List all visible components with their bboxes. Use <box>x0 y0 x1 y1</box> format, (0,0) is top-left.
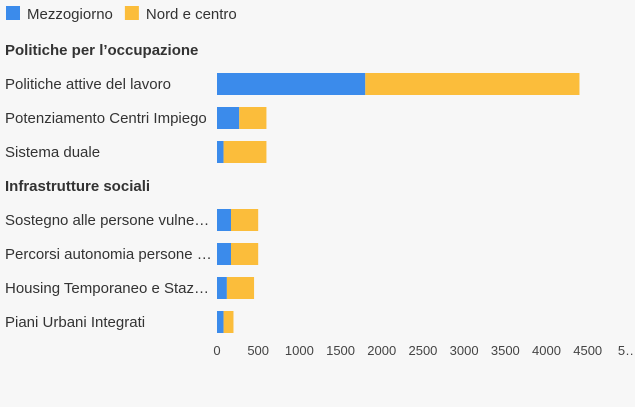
category-label: Potenziamento Centri Impiego <box>5 110 207 127</box>
category-label: Piani Urbani Integrati <box>5 314 145 331</box>
bar-nord-e-centro[interactable] <box>365 73 580 95</box>
bar-nord-e-centro[interactable] <box>223 311 234 333</box>
x-tick-label: 1000 <box>285 343 314 358</box>
category-label: Sistema duale <box>5 144 100 161</box>
legend-swatch-1[interactable] <box>6 6 20 20</box>
bar-mezzogiorno[interactable] <box>217 73 366 95</box>
bar-nord-e-centro[interactable] <box>231 243 259 265</box>
bar-mezzogiorno[interactable] <box>217 243 232 265</box>
x-tick-label: 2500 <box>408 343 437 358</box>
bar-nord-e-centro[interactable] <box>239 107 267 129</box>
bar-nord-e-centro[interactable] <box>231 209 259 231</box>
x-tick-label: 1500 <box>326 343 355 358</box>
bar-mezzogiorno[interactable] <box>217 141 224 163</box>
bar-nord-e-centro[interactable] <box>226 277 255 299</box>
x-tick-label: 3500 <box>491 343 520 358</box>
category-label: Sostegno alle persone vulne… <box>5 212 209 229</box>
legend-label-2[interactable]: Nord e centro <box>146 6 237 23</box>
x-tick-label: 500 <box>247 343 269 358</box>
x-tick-label: 4500 <box>573 343 602 358</box>
group-label-2: Infrastrutture sociali <box>5 178 150 195</box>
group-label-1: Politiche per l’occupazione <box>5 42 198 59</box>
x-tick-label: 5… <box>618 343 635 358</box>
category-label: Housing Temporaneo e Staz… <box>5 280 209 297</box>
bar-mezzogiorno[interactable] <box>217 311 224 333</box>
x-tick-label: 2000 <box>367 343 396 358</box>
bar-mezzogiorno[interactable] <box>217 107 240 129</box>
category-label: Politiche attive del lavoro <box>5 76 171 93</box>
bar-mezzogiorno[interactable] <box>217 209 232 231</box>
category-label: Percorsi autonomia persone … <box>5 246 212 263</box>
x-tick-label: 0 <box>213 343 220 358</box>
bar-mezzogiorno[interactable] <box>217 277 227 299</box>
legend-label-1[interactable]: Mezzogiorno <box>27 6 113 23</box>
x-tick-label: 4000 <box>532 343 561 358</box>
legend-swatch-2[interactable] <box>124 6 139 20</box>
x-tick-label: 3000 <box>450 343 479 358</box>
bar-nord-e-centro[interactable] <box>223 141 267 163</box>
